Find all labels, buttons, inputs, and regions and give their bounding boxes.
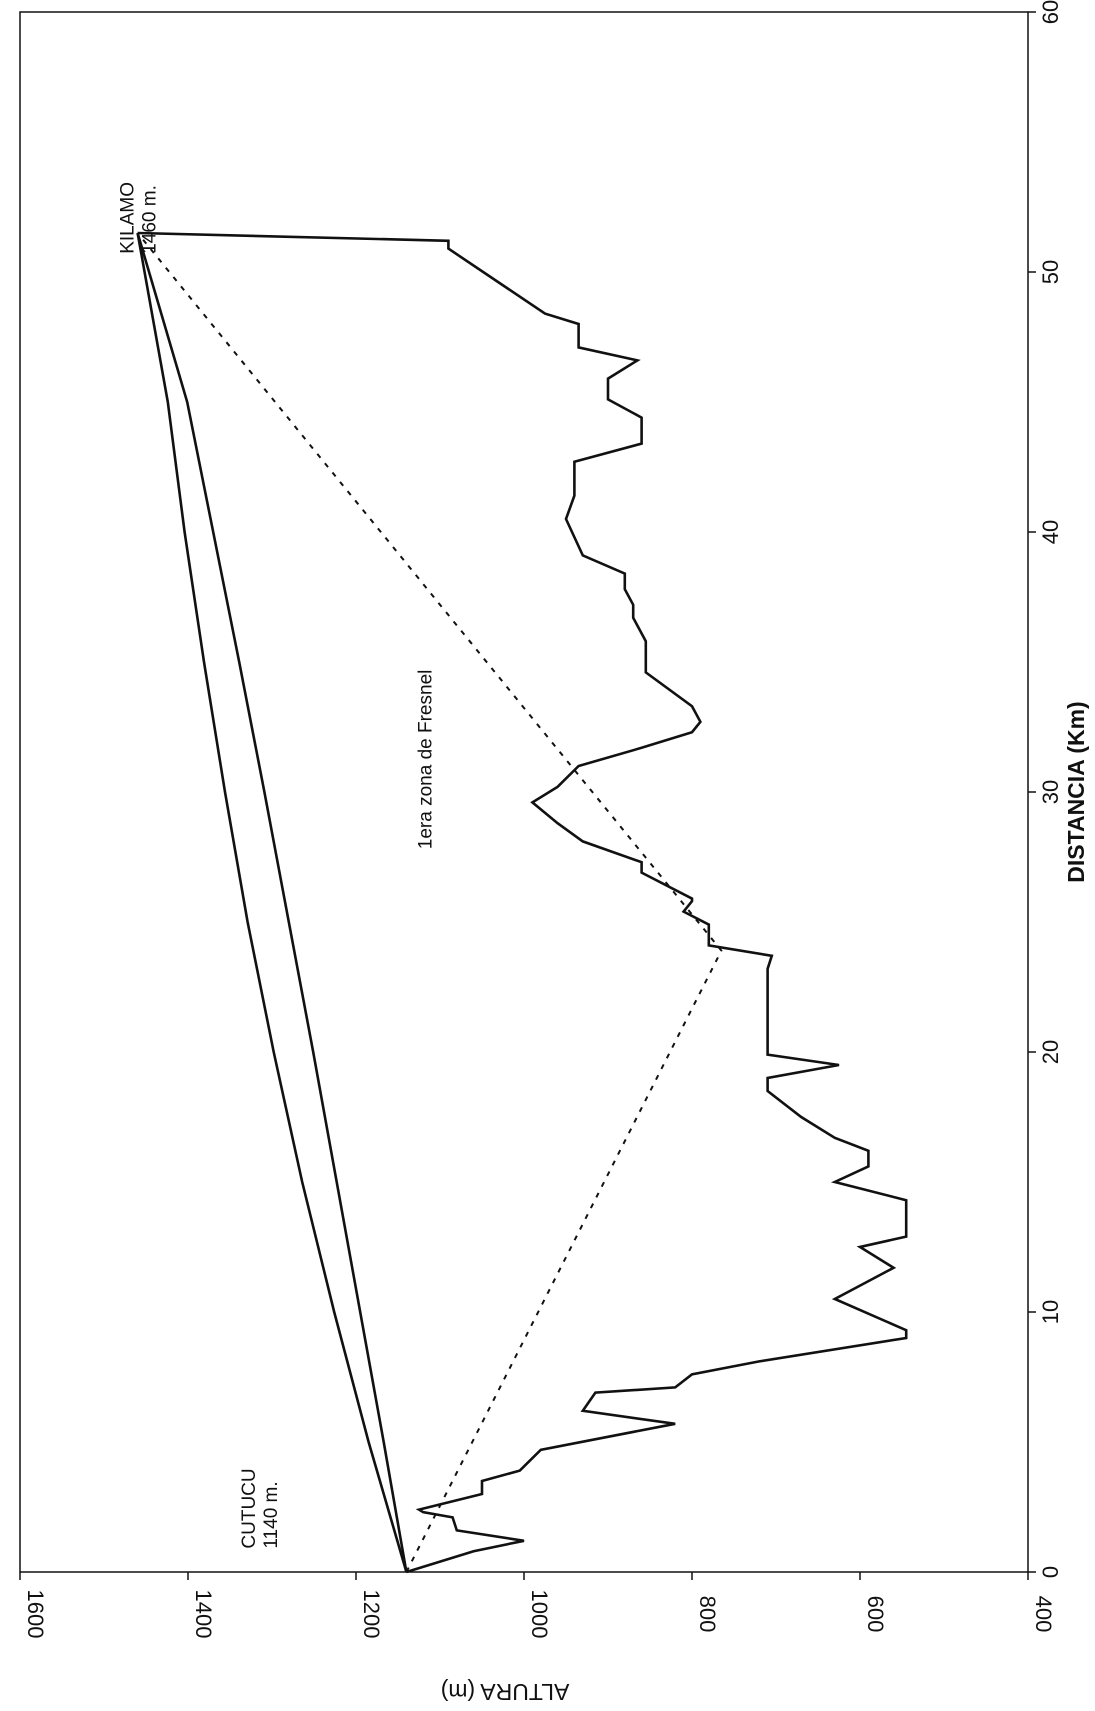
x-tick-label: 30: [1038, 780, 1063, 804]
annotation-fresnel: 1era zona de Fresnel: [416, 670, 437, 850]
annotation-layer: CUTUCU1140 m. KILAMO1460 m. 1era zona de F…: [117, 182, 436, 1549]
fresnel-zone-boundary-upper: [136, 232, 408, 1573]
x-tick-label: 20: [1038, 1040, 1063, 1064]
y-tick-label: 1400: [191, 1590, 216, 1639]
x-axis-title: DISTANCIA (Km): [1063, 701, 1089, 882]
line-of-sight-line: [136, 232, 723, 1573]
series-layer: [136, 231, 908, 1574]
annotation-cutucu: CUTUCU1140 m.: [239, 1468, 282, 1548]
y-tick-label: 600: [863, 1596, 888, 1633]
terrain-profile-line: [137, 231, 908, 1574]
y-tick-label: 1600: [23, 1590, 48, 1639]
y-tick-label: 800: [695, 1596, 720, 1633]
fresnel-zone-boundary-lower: [136, 232, 408, 1573]
x-tick-label: 60: [1038, 0, 1063, 24]
annotation-kilamo: KILAMO1460 m.: [117, 182, 160, 254]
x-tick-label: 10: [1038, 1300, 1063, 1324]
x-tick-label: 0: [1038, 1566, 1063, 1578]
y-tick-label: 400: [1031, 1596, 1056, 1633]
x-tick-label: 50: [1038, 260, 1063, 284]
y-tick-label: 1000: [527, 1590, 552, 1639]
y-tick-label: 1200: [359, 1590, 384, 1639]
plot-area: [19, 11, 1029, 1573]
tick-layer: 0 10 20 30 40 50 60 1600 1400 1200 1000 800 600 400: [19, 0, 1063, 1639]
y-axis-title: ALTURA (m): [441, 1679, 570, 1705]
x-tick-label: 40: [1038, 520, 1063, 544]
